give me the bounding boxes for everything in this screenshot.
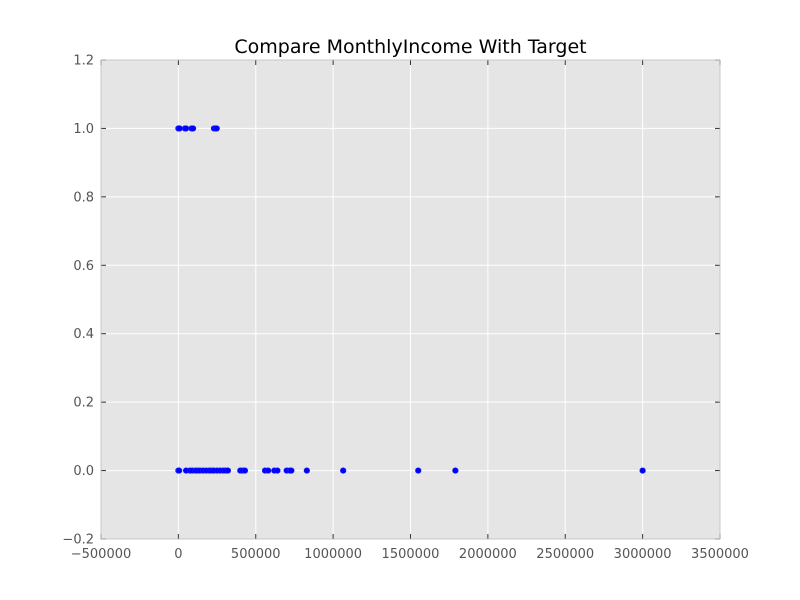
scatter-point (415, 467, 422, 474)
x-tick-label: 2500000 (536, 547, 594, 562)
data-points (175, 125, 646, 474)
scatter-point (183, 125, 190, 132)
x-tick-label: 500000 (231, 547, 281, 562)
chart-title: Compare MonthlyIncome With Target (234, 36, 586, 58)
y-tick-label: 0.2 (73, 396, 94, 411)
scatter-point (241, 467, 249, 474)
y-tick-label: 0.0 (73, 464, 94, 479)
y-tick-label: 1.0 (73, 122, 94, 137)
x-tick-label: 2000000 (459, 547, 517, 562)
scatter-point (213, 125, 220, 132)
scatter-point (340, 467, 347, 474)
x-tick-label: 1500000 (382, 547, 440, 562)
scatter-point (639, 467, 646, 474)
x-tick-label: 3000000 (614, 547, 672, 562)
y-tick-labels: −0.2 0.0 0.2 0.4 0.6 0.8 1.0 1.2 (62, 54, 94, 548)
x-tick-labels: −500000 0 500000 1000000 1500000 2000000 25000… (71, 547, 749, 562)
scatter-point (452, 467, 459, 474)
scatter-point (176, 125, 183, 132)
scatter-point (274, 467, 281, 474)
scatter-point (265, 467, 272, 474)
x-tick-label: 3500000 (691, 547, 749, 562)
y-tick-label: 0.6 (73, 259, 94, 274)
x-tick-label: −500000 (71, 547, 132, 562)
x-tick-label: 1000000 (304, 547, 362, 562)
y-tick-label: 0.4 (73, 327, 94, 342)
x-tick-label: 0 (174, 547, 182, 562)
y-tick-label: −0.2 (62, 533, 94, 548)
scatter-point (303, 467, 310, 474)
scatter-point (288, 467, 295, 474)
plot-frame (100, 59, 721, 540)
y-tick-label: 0.8 (73, 190, 94, 205)
y-tick-label: 1.2 (73, 54, 94, 69)
scatter-point (224, 467, 231, 474)
scatter-point (176, 467, 183, 474)
scatter-point (189, 125, 197, 132)
